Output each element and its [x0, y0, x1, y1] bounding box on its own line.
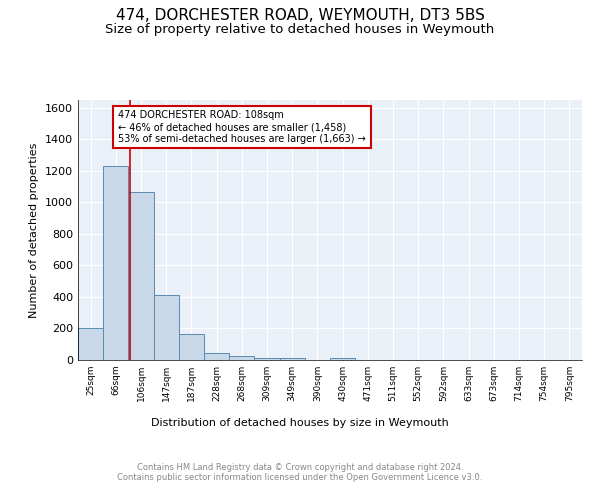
Bar [103, 166, 128, 360]
Bar [154, 296, 179, 360]
Bar [330, 358, 355, 360]
Text: Size of property relative to detached houses in Weymouth: Size of property relative to detached ho… [106, 22, 494, 36]
Bar [204, 352, 229, 360]
Text: 474, DORCHESTER ROAD, WEYMOUTH, DT3 5BS: 474, DORCHESTER ROAD, WEYMOUTH, DT3 5BS [116, 8, 484, 22]
Bar [229, 356, 254, 360]
Bar [128, 192, 154, 360]
Bar [254, 358, 280, 360]
Bar [78, 328, 103, 360]
Bar [280, 358, 305, 360]
Text: Contains HM Land Registry data © Crown copyright and database right 2024.
Contai: Contains HM Land Registry data © Crown c… [118, 462, 482, 482]
Text: 474 DORCHESTER ROAD: 108sqm
← 46% of detached houses are smaller (1,458)
53% of : 474 DORCHESTER ROAD: 108sqm ← 46% of det… [118, 110, 366, 144]
Text: Distribution of detached houses by size in Weymouth: Distribution of detached houses by size … [151, 418, 449, 428]
Bar [179, 334, 204, 360]
Y-axis label: Number of detached properties: Number of detached properties [29, 142, 40, 318]
